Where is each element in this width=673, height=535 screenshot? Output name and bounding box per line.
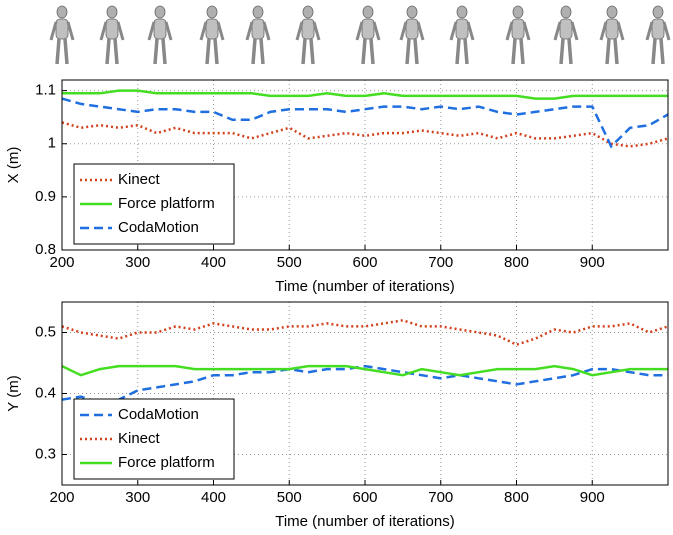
plot: 0.3 0.4 0.5 200 300 400 500 600 700 800 900 Time (n… bbox=[5, 301, 669, 530]
series-line bbox=[61, 97, 669, 149]
legend-label: Force platform bbox=[118, 195, 215, 212]
x-tick-label: 800 bbox=[504, 254, 529, 271]
series-line bbox=[61, 364, 668, 404]
mannequin-row bbox=[49, 4, 671, 66]
x-tick-label: 300 bbox=[125, 489, 150, 506]
legend-label: CodaMotion bbox=[118, 219, 199, 236]
x-tick-label: 600 bbox=[352, 254, 377, 271]
y-tick-label: 1.1 bbox=[35, 82, 56, 99]
x-tick-label: 700 bbox=[428, 254, 453, 271]
legend: Kinect Force platform CodaMotion bbox=[73, 163, 235, 245]
x-tick-label: 400 bbox=[201, 489, 226, 506]
x-tick-label: 300 bbox=[125, 254, 150, 271]
series-line bbox=[61, 319, 669, 347]
plot: 0.8 0.9 1 1.1 200 300 400 500 600 700 800 900 Time (… bbox=[5, 79, 669, 295]
legend-label: CodaMotion bbox=[118, 406, 199, 423]
x-tick-label: 900 bbox=[580, 489, 605, 506]
series-line bbox=[61, 364, 668, 377]
legend-label: Force platform bbox=[118, 454, 215, 471]
x-axis-label: Time (number of iterations) bbox=[275, 278, 455, 295]
series-line bbox=[62, 89, 668, 100]
y-axis-label: Y (m) bbox=[5, 375, 22, 411]
x-tick-label: 500 bbox=[277, 489, 302, 506]
plot-frame bbox=[61, 79, 669, 251]
legend-label: Kinect bbox=[118, 430, 161, 447]
y-tick-label: 0.9 bbox=[35, 188, 56, 205]
x-tick-label: 200 bbox=[49, 254, 74, 271]
y-axis-label: X (m) bbox=[5, 147, 22, 184]
x-tick-label: 800 bbox=[504, 489, 529, 506]
x-axis-label: Time (number of iterations) bbox=[275, 513, 455, 530]
x-tick-label: 700 bbox=[428, 489, 453, 506]
series-line bbox=[61, 121, 669, 148]
y-tick-label: 0.4 bbox=[35, 384, 56, 401]
x-tick-label: 400 bbox=[201, 254, 226, 271]
y-tick-label: 1 bbox=[48, 135, 56, 152]
x-tick-label: 500 bbox=[277, 254, 302, 271]
legend-label: Kinect bbox=[118, 171, 161, 188]
x-tick-label: 200 bbox=[49, 489, 74, 506]
legend: CodaMotion Kinect Force platform bbox=[73, 398, 235, 480]
y-tick-label: 0.8 bbox=[35, 241, 56, 258]
y-tick-label: 0.3 bbox=[35, 445, 56, 462]
x-tick-label: 600 bbox=[352, 489, 377, 506]
x-tick-label: 900 bbox=[580, 254, 605, 271]
plot-frame bbox=[61, 301, 669, 486]
y-tick-label: 0.5 bbox=[35, 323, 56, 340]
